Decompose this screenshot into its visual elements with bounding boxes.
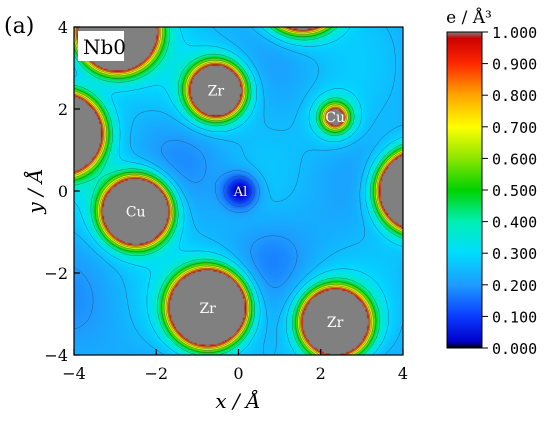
x-tick-label: −2: [144, 364, 168, 383]
contour-level-line: [74, 27, 403, 355]
contour-level-line: [74, 27, 403, 355]
y-axis: −4 −2 0 2 4: [44, 18, 80, 365]
contour-level-line: [74, 139, 298, 330]
colorbar-tick-label: 0.400: [492, 214, 537, 232]
colorbar-tick-label: 0.800: [492, 87, 537, 105]
colorbar: e / Å³ 0.000 0.100 0.200 0.300 0.400 0.500 0.6…: [446, 7, 537, 358]
colorbar-tick-label: 1.000: [492, 24, 537, 42]
x-tick-label: −4: [62, 364, 86, 383]
plot-label: Nb0: [83, 35, 126, 59]
atom-labels: Zr Cu Cu Al Zr Zr: [126, 84, 345, 332]
colorbar-tick-label: 0.600: [492, 150, 537, 168]
density-map: [74, 27, 403, 355]
x-tick-label: 2: [316, 364, 326, 383]
x-tick-label: 0: [233, 364, 243, 383]
x-axis-label: x / Å: [215, 388, 260, 413]
panel-label: (a): [4, 14, 34, 39]
atom-label-zr: Zr: [327, 315, 344, 331]
colorbar-ticks: 0.000 0.100 0.200 0.300 0.400 0.500 0.600 0.700…: [482, 24, 537, 358]
contour-level-line: [228, 179, 252, 203]
colorbar-tick-label: 0.200: [492, 277, 537, 295]
y-axis-label: y / Å: [22, 168, 47, 214]
contour-level-line: [74, 27, 403, 355]
colorbar-scale: [446, 31, 483, 349]
contour-level-line: [74, 27, 403, 355]
colorbar-title: e / Å³: [446, 7, 492, 28]
y-tick-label: 0: [58, 182, 68, 201]
colorbar-tick-label: 0.900: [492, 56, 537, 74]
atom-label-zr: Zr: [208, 84, 225, 100]
y-tick-label: 2: [58, 100, 68, 119]
contour-level-line: [74, 27, 403, 355]
colorbar-tick-label: 0.500: [492, 182, 537, 200]
x-axis: −4 −2 0 2 4: [62, 349, 408, 383]
y-tick-label: −2: [44, 264, 68, 283]
atom-label-cu: Cu: [126, 205, 146, 221]
atom-label-al: Al: [233, 185, 248, 200]
atom-label-zr: Zr: [199, 301, 216, 317]
y-tick-label: 4: [58, 18, 68, 37]
colorbar-tick-label: 0.100: [492, 308, 537, 326]
colorbar-tick-label: 0.300: [492, 245, 537, 263]
colorbar-tick-label: 0.000: [492, 340, 537, 358]
y-tick-label: −4: [44, 346, 68, 365]
plot-label-box: [78, 31, 124, 61]
contour-level-line: [223, 175, 256, 207]
colorbar-tick-label: 0.700: [492, 119, 537, 137]
x-tick-label: 4: [398, 364, 408, 383]
atom-label-cu: Cu: [325, 110, 345, 126]
contour-lines: [74, 27, 403, 355]
contour-plot: Zr Cu Cu Al Zr Zr Nb0: [73, 26, 404, 356]
